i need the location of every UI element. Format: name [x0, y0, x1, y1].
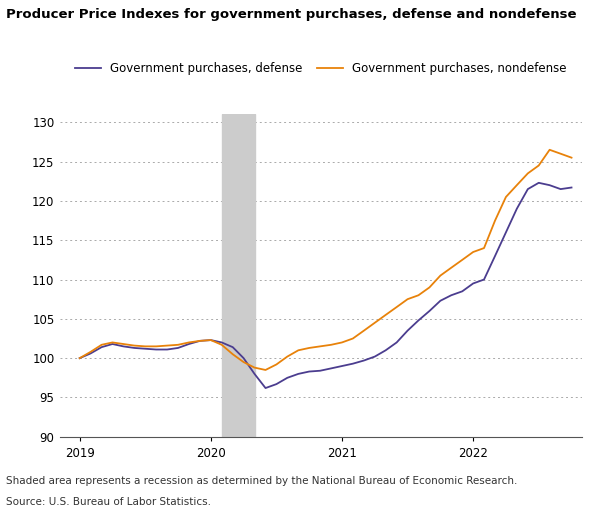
- Government purchases, nondefense: [295, 347, 302, 354]
- Government purchases, nondefense: [262, 367, 269, 373]
- Government purchases, nondefense: [229, 351, 236, 357]
- Government purchases, defense: [415, 317, 422, 323]
- Government purchases, defense: [131, 345, 138, 351]
- Government purchases, nondefense: [120, 341, 127, 347]
- Government purchases, defense: [524, 186, 532, 192]
- Government purchases, nondefense: [568, 154, 575, 161]
- Government purchases, defense: [448, 292, 455, 298]
- Government purchases, nondefense: [98, 342, 105, 348]
- Government purchases, nondefense: [458, 257, 466, 263]
- Government purchases, defense: [393, 340, 400, 346]
- Government purchases, defense: [426, 308, 433, 314]
- Government purchases, nondefense: [349, 335, 356, 342]
- Government purchases, nondefense: [76, 355, 83, 361]
- Government purchases, nondefense: [305, 345, 313, 351]
- Government purchases, defense: [502, 229, 509, 236]
- Government purchases, defense: [207, 337, 214, 343]
- Government purchases, defense: [513, 205, 520, 212]
- Text: Producer Price Indexes for government purchases, defense and nondefense: Producer Price Indexes for government pu…: [6, 8, 577, 21]
- Government purchases, defense: [284, 375, 291, 381]
- Government purchases, nondefense: [131, 343, 138, 349]
- Line: Government purchases, defense: Government purchases, defense: [80, 183, 572, 388]
- Government purchases, defense: [196, 338, 203, 344]
- Government purchases, nondefense: [152, 343, 160, 349]
- Government purchases, defense: [360, 357, 367, 363]
- Government purchases, defense: [338, 363, 346, 369]
- Government purchases, defense: [175, 345, 182, 351]
- Government purchases, defense: [152, 346, 160, 353]
- Government purchases, nondefense: [218, 342, 226, 348]
- Government purchases, nondefense: [371, 320, 379, 326]
- Government purchases, nondefense: [546, 147, 553, 153]
- Government purchases, defense: [240, 355, 247, 361]
- Government purchases, nondefense: [240, 359, 247, 365]
- Government purchases, defense: [349, 360, 356, 367]
- Bar: [222, 114, 254, 437]
- Government purchases, nondefense: [164, 343, 171, 349]
- Government purchases, defense: [76, 355, 83, 361]
- Government purchases, defense: [142, 346, 149, 352]
- Government purchases, nondefense: [360, 328, 367, 334]
- Government purchases, nondefense: [415, 292, 422, 298]
- Government purchases, nondefense: [185, 340, 193, 346]
- Text: Shaded area represents a recession as determined by the National Bureau of Econo: Shaded area represents a recession as de…: [6, 476, 517, 486]
- Government purchases, nondefense: [338, 340, 346, 346]
- Government purchases, nondefense: [207, 337, 214, 343]
- Government purchases, defense: [546, 182, 553, 188]
- Government purchases, nondefense: [502, 194, 509, 200]
- Government purchases, nondefense: [393, 304, 400, 310]
- Government purchases, nondefense: [448, 265, 455, 271]
- Government purchases, defense: [458, 288, 466, 294]
- Government purchases, defense: [305, 368, 313, 374]
- Government purchases, defense: [164, 346, 171, 353]
- Government purchases, nondefense: [196, 338, 203, 344]
- Government purchases, nondefense: [491, 217, 499, 224]
- Government purchases, defense: [328, 365, 335, 371]
- Government purchases, nondefense: [251, 365, 258, 371]
- Government purchases, nondefense: [535, 162, 542, 168]
- Line: Government purchases, nondefense: Government purchases, nondefense: [80, 150, 572, 370]
- Government purchases, defense: [470, 280, 477, 287]
- Government purchases, defense: [371, 354, 379, 360]
- Government purchases, defense: [382, 347, 389, 354]
- Government purchases, nondefense: [524, 170, 532, 176]
- Government purchases, nondefense: [437, 272, 444, 279]
- Government purchases, nondefense: [175, 342, 182, 348]
- Government purchases, nondefense: [142, 343, 149, 349]
- Government purchases, nondefense: [316, 343, 323, 349]
- Government purchases, defense: [481, 277, 488, 283]
- Government purchases, defense: [491, 253, 499, 259]
- Government purchases, nondefense: [109, 340, 116, 346]
- Government purchases, nondefense: [470, 249, 477, 255]
- Government purchases, nondefense: [481, 245, 488, 251]
- Government purchases, defense: [262, 385, 269, 391]
- Government purchases, nondefense: [513, 182, 520, 188]
- Government purchases, defense: [218, 340, 226, 346]
- Government purchases, nondefense: [273, 361, 280, 368]
- Government purchases, defense: [316, 368, 323, 374]
- Text: Source: U.S. Bureau of Labor Statistics.: Source: U.S. Bureau of Labor Statistics.: [6, 497, 211, 506]
- Government purchases, nondefense: [557, 151, 564, 157]
- Government purchases, defense: [87, 350, 94, 357]
- Government purchases, defense: [535, 180, 542, 186]
- Government purchases, defense: [273, 381, 280, 387]
- Government purchases, defense: [568, 185, 575, 191]
- Government purchases, nondefense: [87, 349, 94, 355]
- Government purchases, defense: [229, 344, 236, 350]
- Government purchases, defense: [120, 343, 127, 349]
- Government purchases, defense: [109, 341, 116, 347]
- Government purchases, defense: [557, 186, 564, 192]
- Government purchases, defense: [404, 328, 411, 334]
- Government purchases, nondefense: [328, 342, 335, 348]
- Government purchases, defense: [98, 344, 105, 350]
- Government purchases, nondefense: [284, 354, 291, 360]
- Government purchases, defense: [437, 297, 444, 304]
- Government purchases, nondefense: [382, 312, 389, 318]
- Government purchases, defense: [251, 371, 258, 377]
- Government purchases, nondefense: [426, 284, 433, 291]
- Government purchases, defense: [295, 371, 302, 377]
- Legend: Government purchases, defense, Government purchases, nondefense: Government purchases, defense, Governmen…: [75, 62, 567, 75]
- Government purchases, defense: [185, 341, 193, 347]
- Government purchases, nondefense: [404, 296, 411, 302]
